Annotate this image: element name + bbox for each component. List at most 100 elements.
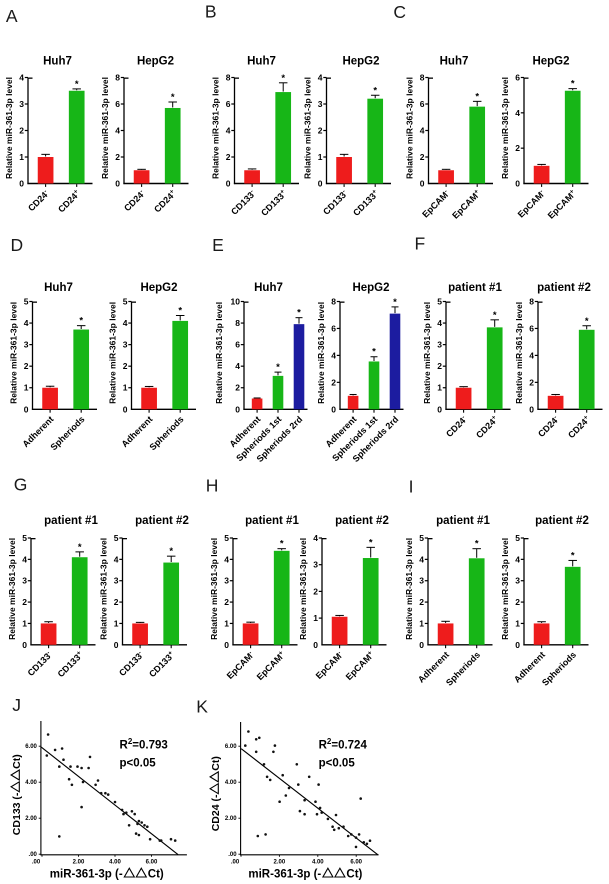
svg-text:1: 1 xyxy=(24,383,29,393)
svg-text:6.00: 6.00 xyxy=(225,744,237,750)
svg-text:CD24 (-: CD24 (- xyxy=(210,794,222,831)
svg-text:0: 0 xyxy=(22,640,27,650)
svg-text:patient #2: patient #2 xyxy=(135,515,189,527)
svg-text:p<0.05: p<0.05 xyxy=(319,758,356,770)
svg-text:3: 3 xyxy=(437,340,442,350)
svg-text:F: F xyxy=(415,234,426,254)
svg-text:5: 5 xyxy=(24,297,29,307)
svg-text:*: * xyxy=(369,537,373,548)
svg-text:HepG2: HepG2 xyxy=(532,56,569,68)
svg-text:*: * xyxy=(171,92,175,103)
svg-text:2: 2 xyxy=(114,597,119,607)
svg-text:patient #2: patient #2 xyxy=(537,282,591,294)
svg-text:4: 4 xyxy=(19,73,24,83)
svg-text:miR-361-3p (-: miR-361-3p (- xyxy=(50,869,123,881)
svg-text:HepG2: HepG2 xyxy=(352,282,389,294)
svg-text:1: 1 xyxy=(224,618,229,628)
svg-text:Relative miR-361-3p level: Relative miR-361-3p level xyxy=(298,538,308,640)
svg-text:Relative miR-361-3p level: Relative miR-361-3p level xyxy=(107,302,117,404)
svg-text:4: 4 xyxy=(123,318,128,328)
svg-text:0: 0 xyxy=(19,179,24,189)
svg-text:1: 1 xyxy=(419,618,424,628)
svg-text:3: 3 xyxy=(19,99,24,109)
svg-text:Relative miR-361-3p level: Relative miR-361-3p level xyxy=(4,77,14,179)
svg-text:3: 3 xyxy=(24,340,29,350)
svg-text:.00: .00 xyxy=(231,859,240,865)
svg-text:4: 4 xyxy=(318,73,323,83)
svg-text:6: 6 xyxy=(420,99,425,109)
svg-text:*: * xyxy=(475,91,479,102)
svg-text:Relative miR-361-3p level: Relative miR-361-3p level xyxy=(214,302,224,404)
svg-text:Ct): Ct) xyxy=(346,869,362,881)
svg-text:0: 0 xyxy=(114,640,119,650)
svg-text:0: 0 xyxy=(318,179,323,189)
svg-text:patient #2: patient #2 xyxy=(335,515,389,527)
svg-text:p<0.05: p<0.05 xyxy=(120,758,157,770)
svg-text:2: 2 xyxy=(224,597,229,607)
svg-text:4: 4 xyxy=(419,554,424,564)
svg-text:*: * xyxy=(178,306,182,317)
svg-text:*: * xyxy=(79,316,83,327)
svg-text:*: * xyxy=(78,542,82,553)
svg-text:Relative miR-361-3p level: Relative miR-361-3p level xyxy=(500,538,510,640)
svg-text:6: 6 xyxy=(115,99,120,109)
svg-text:5: 5 xyxy=(224,533,229,543)
svg-text:1: 1 xyxy=(19,152,24,162)
svg-text:Relative miR-361-3p level: Relative miR-361-3p level xyxy=(316,302,326,404)
svg-text:*: * xyxy=(297,308,301,319)
svg-text:2: 2 xyxy=(24,361,29,371)
svg-text:Relative miR-361-3p level: Relative miR-361-3p level xyxy=(8,302,18,404)
svg-text:4: 4 xyxy=(24,318,29,328)
svg-text:2: 2 xyxy=(331,377,336,387)
svg-text:0: 0 xyxy=(331,404,336,414)
svg-text:4: 4 xyxy=(515,108,520,118)
svg-text:patient #1: patient #1 xyxy=(448,282,502,294)
svg-text:4: 4 xyxy=(331,350,336,360)
svg-text:*: * xyxy=(571,550,575,561)
svg-text:2: 2 xyxy=(235,383,240,393)
svg-text:Huh7: Huh7 xyxy=(43,56,72,68)
svg-text:Relative miR-361-3p level: Relative miR-361-3p level xyxy=(514,302,524,404)
svg-text:Ct): Ct) xyxy=(210,756,222,771)
svg-text:J: J xyxy=(12,695,21,715)
svg-text:2: 2 xyxy=(419,597,424,607)
svg-text:Huh7: Huh7 xyxy=(254,282,283,294)
svg-text:HepG2: HepG2 xyxy=(140,282,177,294)
svg-text:2: 2 xyxy=(313,586,318,596)
svg-text:8: 8 xyxy=(226,73,231,83)
svg-text:*: * xyxy=(393,297,397,308)
svg-text:0: 0 xyxy=(515,640,520,650)
svg-text:6: 6 xyxy=(515,73,520,83)
svg-text:3: 3 xyxy=(313,560,318,570)
svg-text:B: B xyxy=(205,2,217,22)
svg-text:4.00: 4.00 xyxy=(312,859,324,865)
svg-text:miR-361-3p (-: miR-361-3p (- xyxy=(248,869,321,881)
svg-text:4.00: 4.00 xyxy=(109,859,121,865)
svg-text:5: 5 xyxy=(437,297,442,307)
svg-text:8: 8 xyxy=(331,297,336,307)
svg-text:*: * xyxy=(585,316,589,327)
svg-text:*: * xyxy=(280,539,284,550)
svg-text:*: * xyxy=(493,310,497,321)
svg-text:6: 6 xyxy=(331,323,336,333)
svg-text:HepG2: HepG2 xyxy=(137,56,174,68)
svg-text:HepG2: HepG2 xyxy=(342,56,379,68)
svg-text:2.00: 2.00 xyxy=(25,816,37,822)
svg-text:patient #1: patient #1 xyxy=(436,515,490,527)
svg-text:8: 8 xyxy=(115,73,120,83)
svg-text:4: 4 xyxy=(224,554,229,564)
svg-text:2: 2 xyxy=(19,126,24,136)
svg-text:patient #1: patient #1 xyxy=(245,515,299,527)
svg-text:Relative miR-361-3p level: Relative miR-361-3p level xyxy=(98,538,108,640)
svg-text:2: 2 xyxy=(515,143,520,153)
svg-text:3: 3 xyxy=(224,576,229,586)
svg-text:8: 8 xyxy=(529,297,534,307)
svg-text:0: 0 xyxy=(224,640,229,650)
svg-text:1: 1 xyxy=(318,152,323,162)
svg-text:Relative miR-361-3p level: Relative miR-361-3p level xyxy=(422,302,432,404)
svg-text:3: 3 xyxy=(419,576,424,586)
svg-text:2: 2 xyxy=(420,152,425,162)
svg-text:Huh7: Huh7 xyxy=(247,56,276,68)
svg-text:1: 1 xyxy=(437,383,442,393)
svg-text:2.00: 2.00 xyxy=(73,859,85,865)
